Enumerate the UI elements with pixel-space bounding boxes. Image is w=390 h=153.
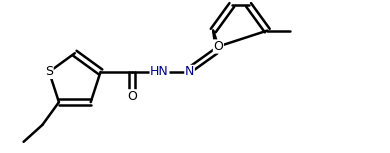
Text: N: N: [185, 65, 194, 78]
Text: O: O: [128, 90, 137, 103]
Text: S: S: [45, 65, 53, 78]
Text: HN: HN: [150, 65, 169, 78]
Text: O: O: [213, 40, 223, 53]
